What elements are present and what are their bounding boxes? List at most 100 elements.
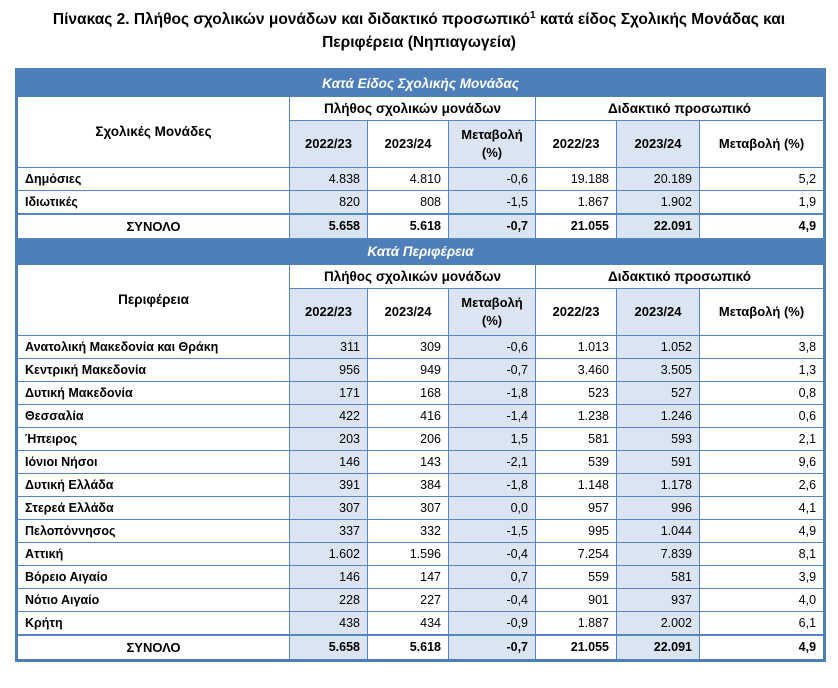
staff-change-value: 2,6 — [698, 472, 826, 497]
table-row-region: Ανατολική Μακεδονία και Θράκη 311 309 -0… — [16, 334, 826, 359]
region-name: Αττική — [16, 541, 290, 566]
table-row-public: Δημόσιες 4.838 4.810 -0,6 19.188 20.189 … — [16, 166, 826, 191]
units-year-2022-23-header: 2022/23 — [289, 287, 368, 336]
units-2023-24-value: 384 — [367, 472, 449, 497]
table-row-region: Αττική 1.602 1.596 -0,4 7.254 7.839 8,1 — [16, 541, 826, 566]
units-group-header: Πλήθος σχολικών μονάδων — [289, 95, 536, 121]
staff-2022-23-value: 1.238 — [535, 403, 617, 428]
staff-2023-24-value: 527 — [616, 380, 700, 405]
units-2023-24-total: 5.618 — [367, 633, 449, 661]
staff-2022-23-value: 3.460 — [535, 357, 617, 382]
staff-2023-24-value: 1.246 — [616, 403, 700, 428]
units-2023-24-value: 1.596 — [367, 541, 449, 566]
units-year-2022-23-header: 2022/23 — [289, 119, 368, 168]
units-2022-23-value: 146 — [289, 564, 368, 589]
table-row-region: Κεντρική Μακεδονία 956 949 -0,7 3.460 3.… — [16, 357, 826, 382]
region-name: Στερεά Ελλάδα — [16, 495, 290, 520]
staff-change-value: 0,8 — [698, 380, 826, 405]
units-change-value: -0,6 — [448, 166, 536, 191]
units-2023-24-value: 168 — [367, 380, 449, 405]
units-change-value: -0,4 — [448, 587, 536, 612]
region-name: Θεσσαλία — [16, 403, 290, 428]
staff-2023-24-value: 1.052 — [616, 334, 700, 359]
units-change-value: -0,4 — [448, 541, 536, 566]
units-change-value: -1,8 — [448, 380, 536, 405]
staff-change-value: 4,1 — [698, 495, 826, 520]
table-row-region: Πελοπόννησος 337 332 -1,5 995 1.044 4,9 — [16, 518, 826, 543]
units-change-value: -2,1 — [448, 449, 536, 474]
staff-change-value: 4,0 — [698, 587, 826, 612]
total-row-school-type: ΣΥΝΟΛΟ 5.658 5.618 -0,7 21.055 22.091 4,… — [16, 212, 826, 239]
staff-2023-24-value: 591 — [616, 449, 700, 474]
units-2022-23-total: 5.658 — [289, 212, 368, 239]
table-row-region: Ιόνιοι Νήσοι 146 143 -2,1 539 591 9,6 — [16, 449, 826, 474]
region-name: Ανατολική Μακεδονία και Θράκη — [16, 334, 290, 359]
staff-change-value: 3,9 — [698, 564, 826, 589]
row-label: Δημόσιες — [16, 166, 290, 191]
units-2022-23-value: 820 — [289, 189, 368, 215]
total-label: ΣΥΝΟΛΟ — [16, 633, 290, 661]
staff-2022-23-value: 901 — [535, 587, 617, 612]
staff-2023-24-value: 3.505 — [616, 357, 700, 382]
units-change-value: -1,8 — [448, 472, 536, 497]
units-2022-23-value: 1.602 — [289, 541, 368, 566]
units-change-value: 0,0 — [448, 495, 536, 520]
units-change-value: -0,7 — [448, 357, 536, 382]
staff-change-header: Μεταβολή (%) — [698, 119, 826, 168]
staff-change-header: Μεταβολή (%) — [698, 287, 826, 336]
units-2022-23-value: 311 — [289, 334, 368, 359]
staff-2023-24-value: 581 — [616, 564, 700, 589]
region-name: Δυτική Ελλάδα — [16, 472, 290, 497]
staff-2022-23-value: 7.254 — [535, 541, 617, 566]
units-year-2023-24-header: 2023/24 — [367, 287, 449, 336]
staff-2022-23-value: 581 — [535, 426, 617, 451]
units-2023-24-value: 808 — [367, 189, 449, 215]
staff-2022-23-value: 957 — [535, 495, 617, 520]
table-row-region: Θεσσαλία 422 416 -1,4 1.238 1.246 0,6 — [16, 403, 826, 428]
units-2023-24-value: 434 — [367, 610, 449, 636]
units-change-value: -1,5 — [448, 518, 536, 543]
region-name: Ήπειρος — [16, 426, 290, 451]
staff-year-2023-24-header: 2023/24 — [616, 287, 700, 336]
staff-year-2023-24-header: 2023/24 — [616, 119, 700, 168]
region-name: Βόρειο Αιγαίο — [16, 564, 290, 589]
staff-change-value: 9,6 — [698, 449, 826, 474]
table-row-private: Ιδιωτικές 820 808 -1,5 1.867 1.902 1,9 — [16, 189, 826, 215]
staff-2022-23-value: 1.867 — [535, 189, 617, 215]
units-2022-23-value: 171 — [289, 380, 368, 405]
section-band-region: Κατά Περιφέρεια — [15, 237, 826, 265]
staff-change-value: 1,3 — [698, 357, 826, 382]
page-title-rest: κατά είδος Σχολικής Μονάδας και Περιφέρε… — [322, 11, 786, 52]
staff-2022-23-value: 1.013 — [535, 334, 617, 359]
group-header-row: Σχολικές Μονάδες Πλήθος σχολικών μονάδων… — [16, 95, 826, 168]
units-change-value: 0,7 — [448, 564, 536, 589]
units-2022-23-value: 228 — [289, 587, 368, 612]
row-header-school-units: Σχολικές Μονάδες — [16, 95, 290, 168]
row-header-region: Περιφέρεια — [16, 263, 290, 336]
units-2023-24-value: 949 — [367, 357, 449, 382]
staff-2022-23-value: 1.148 — [535, 472, 617, 497]
units-group-header: Πλήθος σχολικών μονάδων — [289, 263, 536, 289]
staff-2023-24-value: 937 — [616, 587, 700, 612]
statistics-table: Κατά Είδος Σχολικής Μονάδας Σχολικές Μον… — [15, 67, 827, 662]
staff-2023-24-value: 593 — [616, 426, 700, 451]
staff-group-header: Διδακτικό προσωπικό — [534, 95, 826, 121]
units-2022-23-value: 307 — [289, 495, 368, 520]
staff-year-2022-23-header: 2022/23 — [535, 119, 617, 168]
units-2022-23-value: 956 — [289, 357, 368, 382]
units-2022-23-value: 4.838 — [289, 166, 368, 191]
table-row-region: Βόρειο Αιγαίο 146 147 0,7 559 581 3,9 — [16, 564, 826, 589]
staff-2023-24-value: 20.189 — [616, 166, 700, 191]
units-2022-23-value: 203 — [289, 426, 368, 451]
staff-2023-24-value: 1.044 — [616, 518, 700, 543]
staff-2023-24-value: 2.002 — [616, 610, 700, 636]
staff-2023-24-value: 1.902 — [616, 189, 700, 215]
staff-change-value: 4,9 — [698, 518, 826, 543]
page-title-main: Πίνακας 2. Πλήθος σχολικών μονάδων και δ… — [52, 11, 530, 29]
staff-year-2022-23-header: 2022/23 — [535, 287, 617, 336]
units-2023-24-value: 143 — [367, 449, 449, 474]
units-change-value: -0,9 — [448, 610, 536, 636]
units-2023-24-value: 227 — [367, 587, 449, 612]
units-2023-24-total: 5.618 — [367, 212, 449, 239]
group-header-row: Περιφέρεια Πλήθος σχολικών μονάδων Διδακ… — [16, 263, 826, 336]
